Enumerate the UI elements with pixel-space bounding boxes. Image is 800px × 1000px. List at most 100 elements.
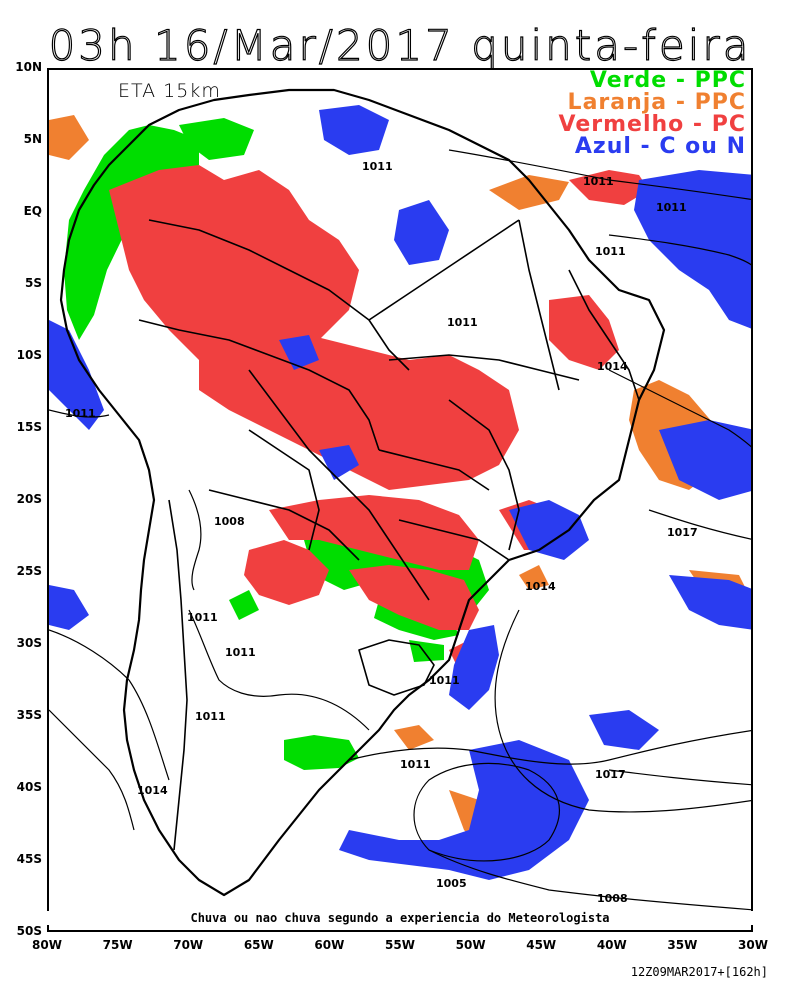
blue-region-amazon: [394, 200, 449, 265]
longitude-tick-label: 40W: [596, 938, 627, 952]
isobar-label: 1011: [429, 674, 460, 687]
country-border-1: [148, 219, 410, 371]
green-region-amazon-north: [179, 118, 254, 160]
state-border-3: [518, 219, 560, 391]
latitude-tick-label: 15S: [16, 420, 42, 434]
green-region-small: [229, 590, 259, 620]
red-region-south: [244, 540, 329, 605]
country-border-4: [368, 219, 520, 321]
isobar-1017-southeast: [608, 769, 751, 786]
blue-region-pacific-south: [49, 585, 89, 630]
page-title: 03h 16/Mar/2017 quinta-feira: [48, 21, 752, 70]
state-border-6: [378, 449, 490, 491]
isobar-label: 1011: [447, 316, 478, 329]
state-border-4: [398, 519, 510, 561]
latitude-tick-label: 40S: [16, 780, 42, 794]
isobar-label: 1011: [225, 646, 256, 659]
isobar-label: 1011: [65, 407, 96, 420]
isobar-label: 1017: [595, 768, 626, 781]
isobar-label: 1008: [597, 892, 628, 905]
isobar-label: 1011: [362, 160, 393, 173]
latitude-tick-label: 5N: [23, 132, 42, 146]
latitude-tick-label: 30S: [16, 636, 42, 650]
border-bolivia-argentina: [208, 489, 360, 561]
isobars: [49, 149, 751, 911]
longitude-tick-label: 70W: [173, 938, 204, 952]
isobar-label: 1011: [195, 710, 226, 723]
isobar-label: 1017: [667, 526, 698, 539]
latitude-tick-label: 45S: [16, 852, 42, 866]
isobar-1011-west: [49, 409, 110, 418]
blue-region-central-small: [279, 335, 319, 370]
uruguay-outline: [358, 639, 435, 696]
longitude-tick-label: 50W: [455, 938, 486, 952]
latitude-tick-label: 35S: [16, 708, 42, 722]
isobar-1011-southwest: [188, 609, 370, 731]
orange-region-atlantic-north: [489, 175, 569, 210]
blue-region-rio-grande-coast: [449, 625, 499, 710]
longitude-tick-label: 60W: [314, 938, 345, 952]
border-argentina-chile: [168, 499, 188, 851]
blue-region-mato-grosso: [319, 445, 359, 480]
isobar-label: 1014: [137, 784, 168, 797]
isobar-1008-west: [188, 489, 202, 591]
map-frame: 1011 1011 1011 1011 1011 1014 1011 1008 …: [47, 68, 753, 932]
latitude-tick-label: 25S: [16, 564, 42, 578]
south-america-coastline: [59, 88, 666, 897]
red-region-amazon-west: [109, 165, 359, 370]
isobar-label: 1011: [400, 758, 431, 771]
isobar-1011-chile: [49, 629, 170, 781]
green-region-atlantic-south: [284, 735, 359, 770]
isobar-1017-east: [648, 509, 751, 540]
isobar-1011-northeast: [608, 234, 751, 266]
blue-region-argentina-east: [589, 710, 659, 750]
latitude-tick-label: 50S: [16, 924, 42, 938]
country-border-2: [138, 319, 380, 451]
legend-item-red: Vermelho - PC: [558, 112, 746, 137]
red-region-central-brazil: [199, 330, 519, 490]
blue-region-atlantic-far-southeast: [669, 575, 751, 630]
longitude-tick-label: 55W: [385, 938, 415, 952]
legend-item-blue: Azul - C ou N: [574, 134, 746, 159]
isobar-1008-south: [428, 849, 751, 911]
longitude-tick-label: 30W: [738, 938, 768, 952]
legend-item-green: Verde - PPC: [589, 68, 746, 93]
isobar-label: 1011: [583, 175, 614, 188]
isobar-label: 1008: [214, 515, 245, 528]
model-run-label: 12Z09MAR2017+[162h]: [630, 965, 768, 979]
blue-region-southeast: [509, 500, 589, 560]
green-region-uruguay: [409, 640, 444, 662]
model-label: ETA 15km: [118, 80, 221, 102]
latitude-tick-label: 10S: [16, 348, 42, 362]
blue-region-atlantic-north: [634, 170, 751, 329]
isobar-label: 1005: [436, 877, 467, 890]
footnote: Chuva ou nao chuva segundo a experiencia…: [47, 911, 753, 925]
isobar-label: 1014: [525, 580, 556, 593]
isobar-label: 1011: [187, 611, 218, 624]
blue-region-offshore-east: [659, 420, 751, 500]
state-border-2: [448, 399, 520, 551]
legend-item-orange: Laranja - PPC: [567, 90, 746, 115]
blue-region-venezuela: [319, 105, 389, 155]
latitude-tick-label: 20S: [16, 492, 42, 506]
isobar-1014-east: [608, 369, 751, 448]
country-border-3: [248, 369, 430, 601]
legend: Verde - PPC Laranja - PPC Vermelho - PC …: [559, 70, 746, 158]
longitude-tick-label: 75W: [102, 938, 133, 952]
longitude-tick-label: 45W: [526, 938, 557, 952]
isobar-label: 1011: [656, 201, 687, 214]
state-border-1: [388, 354, 580, 381]
isobar-1014-south: [494, 609, 751, 813]
red-region-south-central: [269, 495, 479, 570]
blue-region-south-atlantic: [339, 740, 589, 880]
latitude-tick-label: 10N: [15, 60, 42, 74]
red-region-parana: [349, 565, 479, 630]
isobar-label: 1011: [595, 245, 626, 258]
precipitation-shading: [49, 105, 751, 880]
orange-region-south-coast: [519, 565, 549, 590]
red-region-northeast: [549, 295, 619, 370]
isobar-1005-low: [413, 762, 560, 862]
longitude-tick-label: 65W: [243, 938, 274, 952]
orange-region-argentina-coast: [394, 725, 434, 750]
coastline-and-borders: [59, 88, 666, 897]
